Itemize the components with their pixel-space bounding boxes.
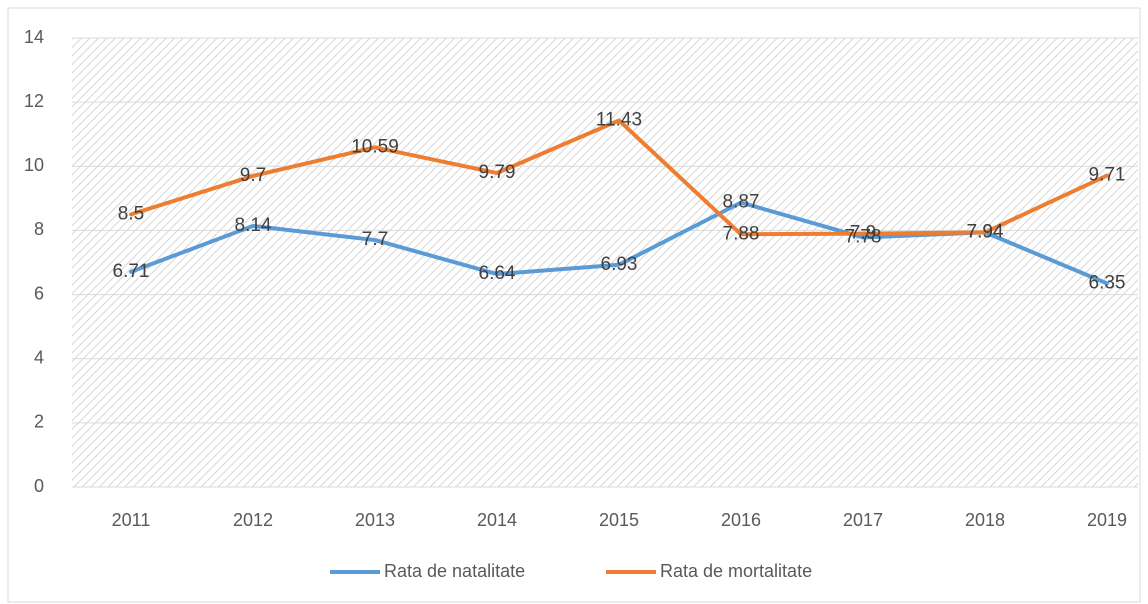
x-tick-label: 2019 xyxy=(1087,510,1127,530)
data-label: 8.5 xyxy=(118,203,144,224)
y-tick-label: 6 xyxy=(34,283,44,303)
data-label: 7.94 xyxy=(967,221,1004,242)
data-label: 6.35 xyxy=(1089,272,1126,293)
data-label: 7.94 xyxy=(967,221,1004,242)
data-label: 7.88 xyxy=(723,223,760,244)
data-label: 9.71 xyxy=(1089,165,1126,186)
x-tick-label: 2017 xyxy=(843,510,883,530)
data-label: 6.93 xyxy=(601,254,638,275)
data-label: 9.79 xyxy=(479,162,516,183)
data-label: 7.9 xyxy=(850,223,876,244)
data-label: 11.43 xyxy=(596,109,642,130)
y-tick-label: 10 xyxy=(24,155,44,175)
legend-label: Rata de mortalitate xyxy=(660,561,812,581)
data-label: 7.78 xyxy=(845,226,882,247)
data-label: 6.64 xyxy=(479,263,516,284)
series-line xyxy=(129,118,1109,237)
x-tick-label: 2013 xyxy=(355,510,395,530)
y-tick-label: 2 xyxy=(34,412,44,432)
data-label: 8.14 xyxy=(235,215,272,236)
legend-label: Rata de natalitate xyxy=(384,561,525,581)
data-label: 8.87 xyxy=(723,192,760,213)
data-label: 6.71 xyxy=(113,261,150,282)
x-tick-label: 2015 xyxy=(599,510,639,530)
x-tick-label: 2012 xyxy=(233,510,273,530)
y-tick-label: 8 xyxy=(34,219,44,239)
data-label: 7.7 xyxy=(362,229,388,250)
x-tick-label: 2018 xyxy=(965,510,1005,530)
plot-area xyxy=(72,38,1138,487)
y-tick-label: 14 xyxy=(24,27,44,47)
chart-border xyxy=(7,7,1141,603)
y-tick-label: 4 xyxy=(34,347,44,367)
data-label: 9.7 xyxy=(240,165,266,186)
x-tick-label: 2014 xyxy=(477,510,517,530)
data-label: 10.59 xyxy=(351,136,399,157)
x-tick-label: 2016 xyxy=(721,510,761,530)
y-tick-label: 0 xyxy=(34,476,44,496)
x-tick-label: 2011 xyxy=(112,510,151,530)
y-tick-label: 12 xyxy=(24,91,44,111)
